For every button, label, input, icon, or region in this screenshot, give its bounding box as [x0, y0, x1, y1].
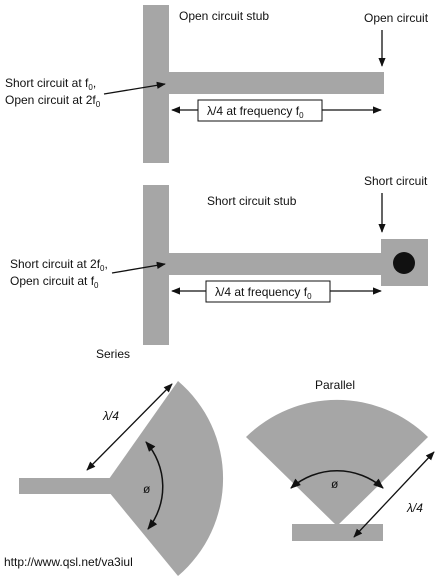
series-radial-stub-diagram: Series λ/4 ø [19, 347, 224, 576]
parallel-title: Parallel [315, 378, 355, 392]
series-length-label: λ/4 [102, 409, 119, 423]
length-label-1: λ/4 at frequency f0 [207, 104, 304, 120]
source-url: http://www.qsl.net/va3iul [4, 555, 133, 569]
parallel-radial-stub-diagram: Parallel ø λ/4 [246, 378, 435, 541]
left-label-2-line2: Open circuit at f0 [10, 274, 99, 290]
open-stub-horizontal [169, 72, 384, 94]
short-stub-title: Short circuit stub [207, 194, 297, 208]
left-label-1-line2: Open circuit at 2f0 [5, 93, 101, 109]
short-circuit-stub-diagram: Short circuit stub Short circuit Short c… [10, 174, 428, 345]
parallel-main-line [292, 524, 383, 541]
short-stub-horizontal [169, 253, 384, 275]
series-radial-sector [104, 381, 224, 576]
length-label-box-2 [205, 280, 331, 303]
series-angle-label: ø [143, 482, 151, 496]
left-label-1-arrow [103, 81, 166, 95]
main-line-vertical-1 [143, 5, 169, 163]
parallel-radial-sector [246, 399, 428, 526]
series-title: Series [96, 347, 130, 361]
open-circuit-label: Open circuit [364, 11, 429, 25]
series-feed-line [19, 478, 111, 494]
length-label-2: λ/4 at frequency f0 [215, 285, 312, 301]
left-label-1-line1: Short circuit at f0, [5, 76, 96, 92]
left-label-2-arrow [111, 261, 166, 274]
series-angle-arc [145, 441, 164, 530]
parallel-length-arrow [353, 451, 435, 538]
series-length-arrow [86, 383, 173, 471]
open-circuit-stub-diagram: Open circuit stub Open circuit Short cir… [5, 5, 429, 163]
length-label-box-1 [197, 99, 323, 122]
open-stub-title: Open circuit stub [179, 9, 269, 23]
parallel-length-label: λ/4 [406, 501, 423, 515]
left-label-2-line1: Short circuit at 2f0, [10, 257, 108, 273]
short-circuit-label: Short circuit [364, 174, 428, 188]
via-hole [393, 252, 415, 274]
parallel-angle-label: ø [331, 477, 339, 491]
